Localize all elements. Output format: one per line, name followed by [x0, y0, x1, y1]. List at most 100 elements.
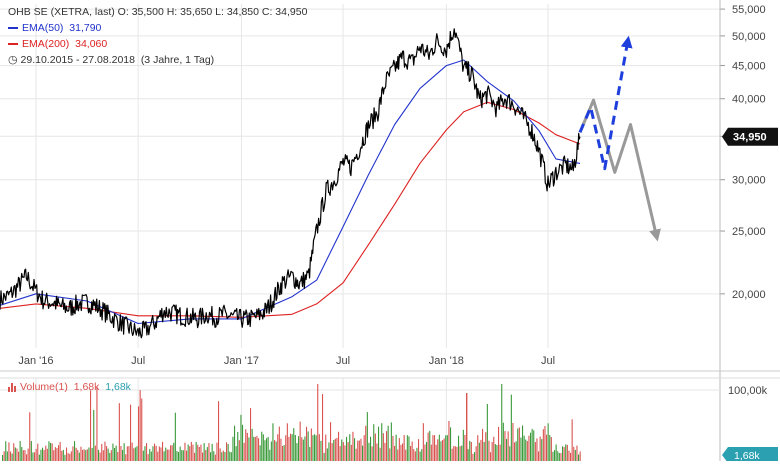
volume-bar-down: [374, 433, 376, 461]
volume-bar-down: [59, 441, 61, 461]
volume-bar-up: [304, 436, 306, 461]
volume-bar-down: [392, 435, 394, 461]
volume-bar-up: [320, 440, 322, 461]
volume-bar-down: [277, 434, 279, 461]
volume-bar-down: [413, 449, 415, 461]
volume-bar-up: [565, 444, 567, 461]
volume-bar-up: [562, 446, 564, 461]
volume-bar-down: [274, 440, 276, 461]
volume-bar-down: [394, 445, 396, 461]
volume-bar-up: [123, 443, 125, 461]
volume-bar-up: [373, 424, 375, 461]
volume-bar-up: [429, 430, 431, 461]
volume-bar-up: [144, 446, 146, 461]
volume-last-label: 1,68k: [734, 450, 760, 461]
volume-bar-down: [157, 451, 159, 461]
x-tick-label: Jan '17: [224, 355, 259, 367]
volume-bar-down: [27, 448, 29, 461]
ema50-legend[interactable]: EMA(50) 31,790: [8, 21, 101, 35]
volume-bar-up: [309, 447, 311, 461]
volume-bar-down: [18, 451, 20, 461]
volume-bar-up: [346, 436, 348, 461]
volume-bar-up: [323, 452, 325, 461]
volume-bar-up: [419, 451, 421, 461]
volume-bar-up: [88, 447, 90, 461]
volume-bar-down: [480, 439, 482, 461]
volume-bar-up: [395, 434, 397, 461]
volume-bar-down: [250, 408, 252, 461]
volume-bar-down: [437, 439, 439, 461]
volume-bar-down: [66, 447, 68, 461]
volume-bar-down: [205, 450, 207, 461]
volume-bar-up: [98, 449, 100, 461]
volume-bar-down: [13, 443, 15, 461]
volume-bar-down: [427, 432, 429, 461]
volume-bar-down: [45, 445, 47, 461]
volume-bar-down: [318, 434, 320, 461]
volume-bar-up: [251, 428, 253, 461]
volume-bar-down: [560, 453, 562, 461]
volume-bar-up: [242, 424, 244, 461]
volume-bar-down: [125, 454, 127, 461]
volume-bar-down: [117, 452, 119, 461]
date-range: ◷ 29.10.2015 - 27.08.2018 (3 Jahre, 1 Ta…: [8, 53, 214, 67]
volume-bar-down: [482, 428, 484, 461]
volume-value-1: 1,68k: [73, 381, 100, 393]
ema50-swatch: [8, 27, 18, 30]
volume-bar-down: [317, 384, 319, 461]
volume-bar-up: [266, 438, 268, 461]
volume-bar-up: [494, 444, 496, 461]
volume-bar-down: [141, 398, 143, 461]
volume-bar-down: [282, 446, 284, 461]
volume-bar-down: [24, 450, 26, 461]
volume-bar-down: [422, 423, 424, 461]
x-tick-label: Jan '16: [18, 355, 53, 367]
volume-bar-down: [430, 444, 432, 461]
volume-bar-down: [528, 435, 530, 461]
volume-bar-up: [136, 446, 138, 461]
volume-bar-down: [10, 451, 12, 461]
x-tick-label: Jul: [541, 355, 555, 367]
volume-bar-up: [261, 431, 263, 461]
volume-bar-up: [406, 435, 408, 461]
volume-bar-up: [438, 434, 440, 461]
volume-bar-down: [470, 442, 472, 461]
volume-bar-up: [315, 435, 317, 461]
volume-bar-down: [550, 437, 552, 461]
date-range-detail: (3 Jahre, 1 Tag): [140, 54, 215, 66]
volume-bar-down: [72, 446, 74, 461]
ema200-value: 34,060: [75, 38, 108, 50]
volume-bar-up: [2, 455, 4, 461]
volume-bar-down: [286, 423, 288, 461]
volume-bar-up: [182, 450, 184, 461]
volume-bar-up: [150, 451, 152, 461]
volume-legend[interactable]: Volume(1) 1,68k 1,68k: [8, 381, 131, 393]
volume-bar-down: [432, 435, 434, 461]
volume-bar-down: [544, 426, 546, 461]
volume-bar-up: [181, 450, 183, 461]
volume-bar-down: [454, 446, 456, 461]
y-tick-label: 55,000: [732, 4, 766, 16]
volume-bar-up: [501, 384, 503, 461]
volume-bar-down: [226, 442, 228, 461]
ema200-label: EMA(200): [22, 38, 70, 50]
volume-bar-up: [259, 445, 261, 461]
volume-bar-up: [578, 454, 580, 461]
volume-bar-down: [29, 412, 31, 461]
y-tick-label: 20,000: [732, 289, 766, 301]
ema200-legend[interactable]: EMA(200) 34,060: [8, 37, 107, 51]
volume-bar-down: [526, 441, 528, 461]
volume-bar-up: [440, 441, 442, 461]
forecast-gray-path: [578, 98, 661, 242]
volume-bar-up: [474, 452, 476, 461]
volume-value-2: 1,68k: [105, 381, 131, 393]
volume-bar-down: [126, 446, 128, 461]
volume-bar-up: [269, 449, 271, 461]
volume-bar-down: [418, 439, 420, 461]
volume-bar-down: [571, 419, 573, 461]
volume-bar-up: [349, 434, 351, 461]
volume-bar-down: [67, 453, 69, 461]
volume-bar-down: [202, 452, 204, 461]
volume-bar-down: [499, 444, 501, 461]
